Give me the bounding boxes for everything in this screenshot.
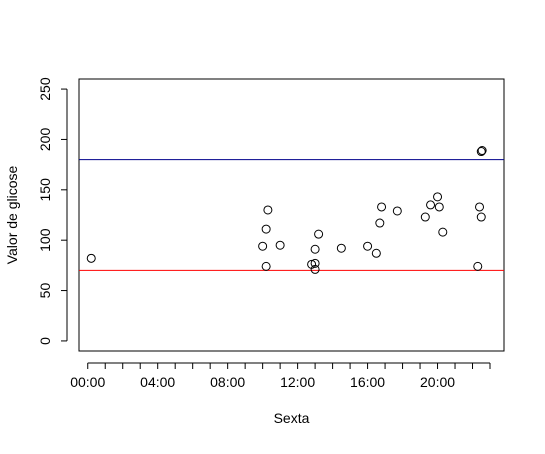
data-point — [363, 241, 373, 251]
data-point — [476, 212, 486, 222]
data-point — [475, 202, 485, 212]
data-point — [310, 244, 320, 254]
x-tick-label: 20:00 — [420, 374, 455, 390]
data-points — [86, 146, 487, 274]
x-axis: 00:00 04:00 08:00 12:00 16:00 20:00 — [70, 362, 491, 390]
data-point — [310, 258, 320, 268]
x-tick-label: 00:00 — [70, 374, 105, 390]
data-point — [426, 200, 436, 210]
data-point — [86, 253, 96, 263]
plot-box — [78, 78, 505, 352]
reference-lines — [79, 159, 504, 271]
data-point — [420, 212, 430, 222]
data-point — [473, 261, 483, 271]
y-axis: 0 50 100 150 200 250 — [37, 77, 68, 345]
data-point — [371, 248, 381, 258]
data-point — [434, 202, 444, 212]
x-tick-label: 12:00 — [280, 374, 315, 390]
data-point — [258, 241, 268, 251]
data-point — [433, 192, 443, 202]
y-tick-label: 200 — [37, 128, 53, 152]
y-tick-label: 0 — [37, 337, 53, 345]
x-axis-title: Sexta — [274, 410, 310, 426]
data-point — [375, 218, 385, 228]
data-point — [476, 147, 486, 157]
data-point — [336, 243, 346, 253]
data-point — [263, 205, 273, 215]
data-point — [314, 229, 324, 239]
data-point — [310, 264, 320, 274]
x-tick-label: 16:00 — [350, 374, 385, 390]
data-point — [477, 146, 487, 156]
data-point — [392, 206, 402, 216]
data-point — [261, 261, 271, 271]
y-tick-label: 250 — [37, 77, 53, 101]
data-point — [261, 224, 271, 234]
y-tick-label: 150 — [37, 178, 53, 202]
data-point — [275, 240, 285, 250]
data-point — [377, 202, 387, 212]
x-tick-label: 04:00 — [140, 374, 175, 390]
y-axis-title: Valor de glicose — [4, 166, 20, 265]
x-tick-label: 08:00 — [210, 374, 245, 390]
data-point — [438, 227, 448, 237]
y-tick-label: 100 — [37, 228, 53, 252]
y-tick-label: 50 — [37, 283, 53, 299]
